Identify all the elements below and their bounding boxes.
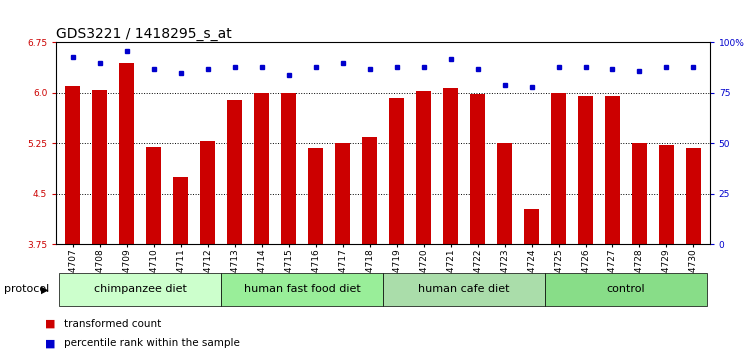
Bar — [65, 86, 80, 244]
Bar — [362, 137, 377, 244]
Bar — [497, 143, 512, 244]
Bar — [335, 143, 350, 244]
Bar — [308, 148, 323, 244]
Bar — [524, 209, 539, 244]
Bar — [605, 96, 620, 244]
Text: ▶: ▶ — [41, 284, 49, 295]
Bar — [227, 99, 242, 244]
Bar — [632, 143, 647, 244]
Text: ■: ■ — [45, 319, 56, 329]
Bar — [389, 98, 404, 244]
Text: protocol: protocol — [4, 284, 49, 295]
Bar — [659, 145, 674, 244]
Bar — [119, 63, 134, 244]
Bar — [578, 96, 593, 244]
Text: percentile rank within the sample: percentile rank within the sample — [64, 338, 240, 348]
Text: GDS3221 / 1418295_s_at: GDS3221 / 1418295_s_at — [56, 28, 232, 41]
Bar — [551, 93, 566, 244]
Text: transformed count: transformed count — [64, 319, 161, 329]
Bar — [416, 91, 431, 244]
Bar — [200, 141, 215, 244]
Bar — [92, 90, 107, 244]
Bar — [254, 93, 269, 244]
Text: chimpanzee diet: chimpanzee diet — [94, 284, 186, 295]
Text: ■: ■ — [45, 338, 56, 348]
Bar — [173, 177, 188, 244]
Text: human cafe diet: human cafe diet — [418, 284, 510, 295]
Bar — [470, 94, 485, 244]
Text: human fast food diet: human fast food diet — [243, 284, 360, 295]
Bar — [443, 88, 458, 244]
Text: control: control — [607, 284, 645, 295]
Bar — [686, 148, 701, 244]
Bar — [146, 147, 161, 244]
Bar — [281, 93, 296, 244]
